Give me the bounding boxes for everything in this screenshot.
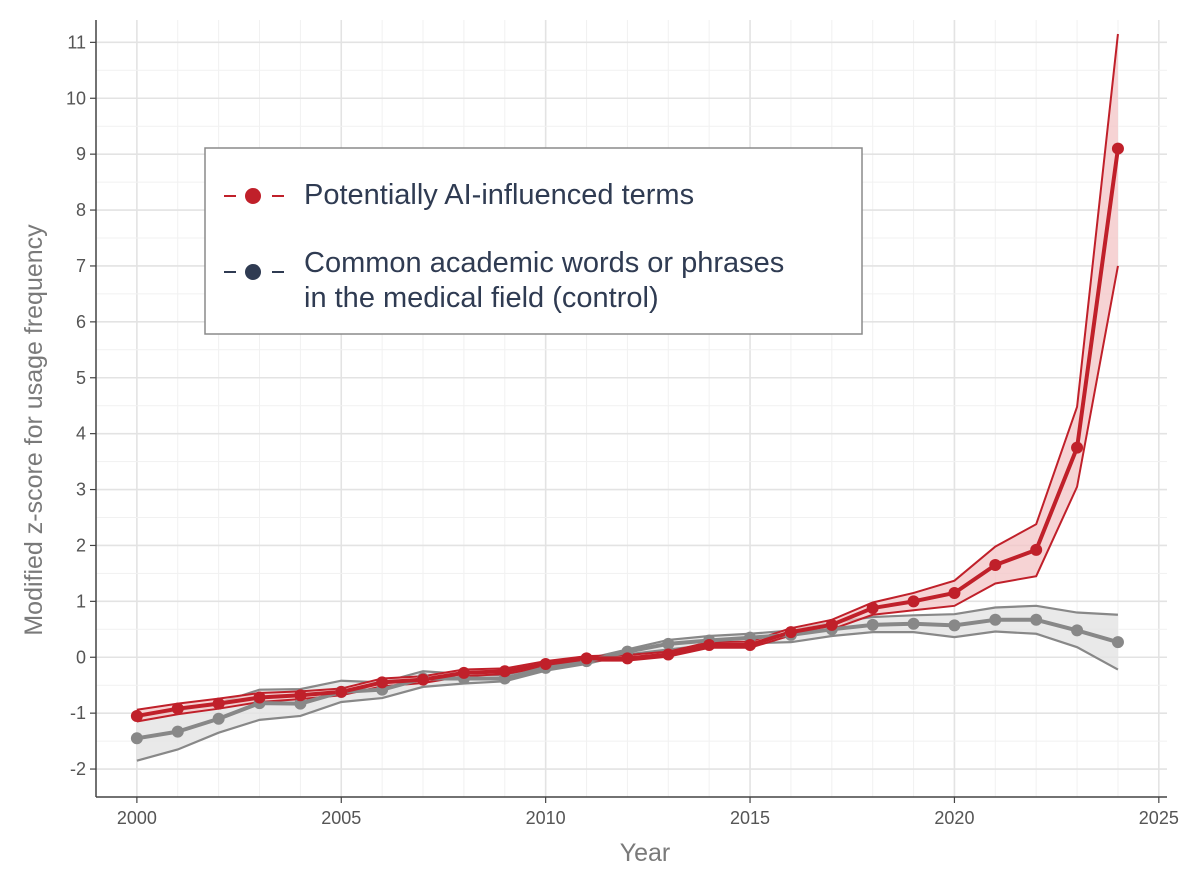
y-tick-label: 3 <box>76 480 86 500</box>
x-tick-label: 2005 <box>321 808 361 828</box>
point-control <box>948 619 961 632</box>
point-ai-terms <box>294 689 307 702</box>
y-tick-label: 4 <box>76 424 86 444</box>
y-tick-label: 9 <box>76 144 86 164</box>
point-ai-terms <box>989 559 1002 572</box>
y-tick-label: -2 <box>70 759 86 779</box>
point-ai-terms <box>948 586 961 599</box>
point-ai-terms <box>1030 543 1043 556</box>
point-control <box>294 697 307 710</box>
legend: Potentially AI-influenced terms Common a… <box>204 147 863 335</box>
legend-label-control-line2: in the medical field (control) <box>304 282 659 314</box>
y-tick-label: 8 <box>76 200 86 220</box>
point-control <box>1071 624 1084 637</box>
y-tick-label: 5 <box>76 368 86 388</box>
axes <box>95 20 1167 798</box>
point-ai-terms <box>253 691 266 704</box>
y-tick-label: -1 <box>70 703 86 723</box>
point-ai-terms <box>539 657 552 670</box>
point-ai-terms <box>376 676 389 689</box>
tick-labels: 2000 2005 2010 2015 2020 2025 -2 -1 0 1 2 3 4 5 6 7 8 9 10… <box>66 32 1179 828</box>
legend-marker-control <box>245 264 261 280</box>
point-ai-terms <box>784 626 797 639</box>
legend-label-ai-terms: Potentially AI-influenced terms <box>304 179 694 211</box>
point-control <box>989 613 1002 626</box>
x-tick-label: 2010 <box>526 808 566 828</box>
point-ai-terms <box>866 602 879 615</box>
point-control <box>212 712 225 725</box>
legend-label-control-line1: Common academic words or phrases <box>304 247 784 279</box>
point-control <box>907 617 920 630</box>
point-ai-terms <box>1071 441 1084 454</box>
point-control <box>130 732 143 745</box>
point-ai-terms <box>744 638 757 651</box>
point-ai-terms <box>621 652 634 665</box>
x-tick-label: 2015 <box>730 808 770 828</box>
point-ai-terms <box>1111 142 1124 155</box>
y-tick-label: 6 <box>76 312 86 332</box>
legend-marker-ai-terms <box>245 188 261 204</box>
x-tick-label: 2020 <box>934 808 974 828</box>
y-tick-label: 0 <box>76 647 86 667</box>
point-ai-terms <box>662 648 675 661</box>
point-ai-terms <box>335 685 348 698</box>
x-axis-title: Year <box>620 839 671 867</box>
grid <box>96 20 1167 798</box>
y-tick-label: 1 <box>76 591 86 611</box>
legend-box <box>204 147 863 335</box>
point-ai-terms <box>171 702 184 715</box>
point-control <box>171 725 184 738</box>
point-ai-terms <box>703 638 716 651</box>
x-tick-label: 2025 <box>1139 808 1179 828</box>
point-ai-terms <box>580 652 593 665</box>
point-ai-terms <box>825 618 838 631</box>
point-control <box>1111 636 1124 649</box>
y-tick-label: 10 <box>66 88 86 108</box>
y-tick-label: 7 <box>76 256 86 276</box>
x-tick-label: 2000 <box>117 808 157 828</box>
y-axis-title: Modified z-score for usage frequency <box>20 224 48 636</box>
legend-entry-ai-terms: Potentially AI-influenced terms <box>224 179 694 211</box>
y-tick-label: 11 <box>67 32 86 52</box>
point-ai-terms <box>130 709 143 722</box>
point-ai-terms <box>212 697 225 710</box>
legend-entry-control: Common academic words or phrases in the … <box>224 247 784 314</box>
point-control <box>1030 613 1043 626</box>
y-tick-label: 2 <box>76 535 86 555</box>
point-ai-terms <box>907 595 920 608</box>
point-control <box>866 618 879 631</box>
point-ai-terms <box>457 666 470 679</box>
series-points <box>130 142 1124 745</box>
point-ai-terms <box>498 665 511 678</box>
point-ai-terms <box>417 673 430 686</box>
point-control <box>662 637 675 650</box>
